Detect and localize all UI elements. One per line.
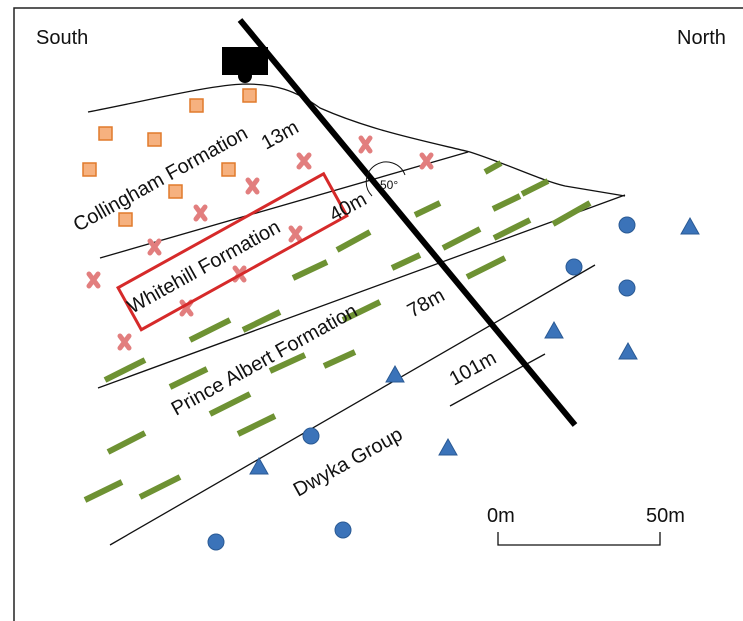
north-label: North bbox=[677, 27, 726, 49]
scale-label: 50m bbox=[646, 505, 685, 527]
depth-label: 78m bbox=[404, 284, 449, 322]
scale-label: 0m bbox=[487, 505, 515, 527]
south-label: South bbox=[36, 27, 88, 49]
cross-section: South North Collingham Formation Whitehi… bbox=[0, 0, 743, 621]
depth-label: 101m bbox=[446, 347, 500, 390]
depth-label: 40m bbox=[326, 188, 371, 226]
angle-label: 50° bbox=[380, 178, 398, 192]
scale-bar bbox=[498, 532, 660, 545]
depth-label: 13m bbox=[258, 116, 303, 154]
drill-head bbox=[238, 69, 252, 83]
formation-label: Whitehill Formation bbox=[124, 216, 284, 318]
frame bbox=[14, 8, 743, 621]
